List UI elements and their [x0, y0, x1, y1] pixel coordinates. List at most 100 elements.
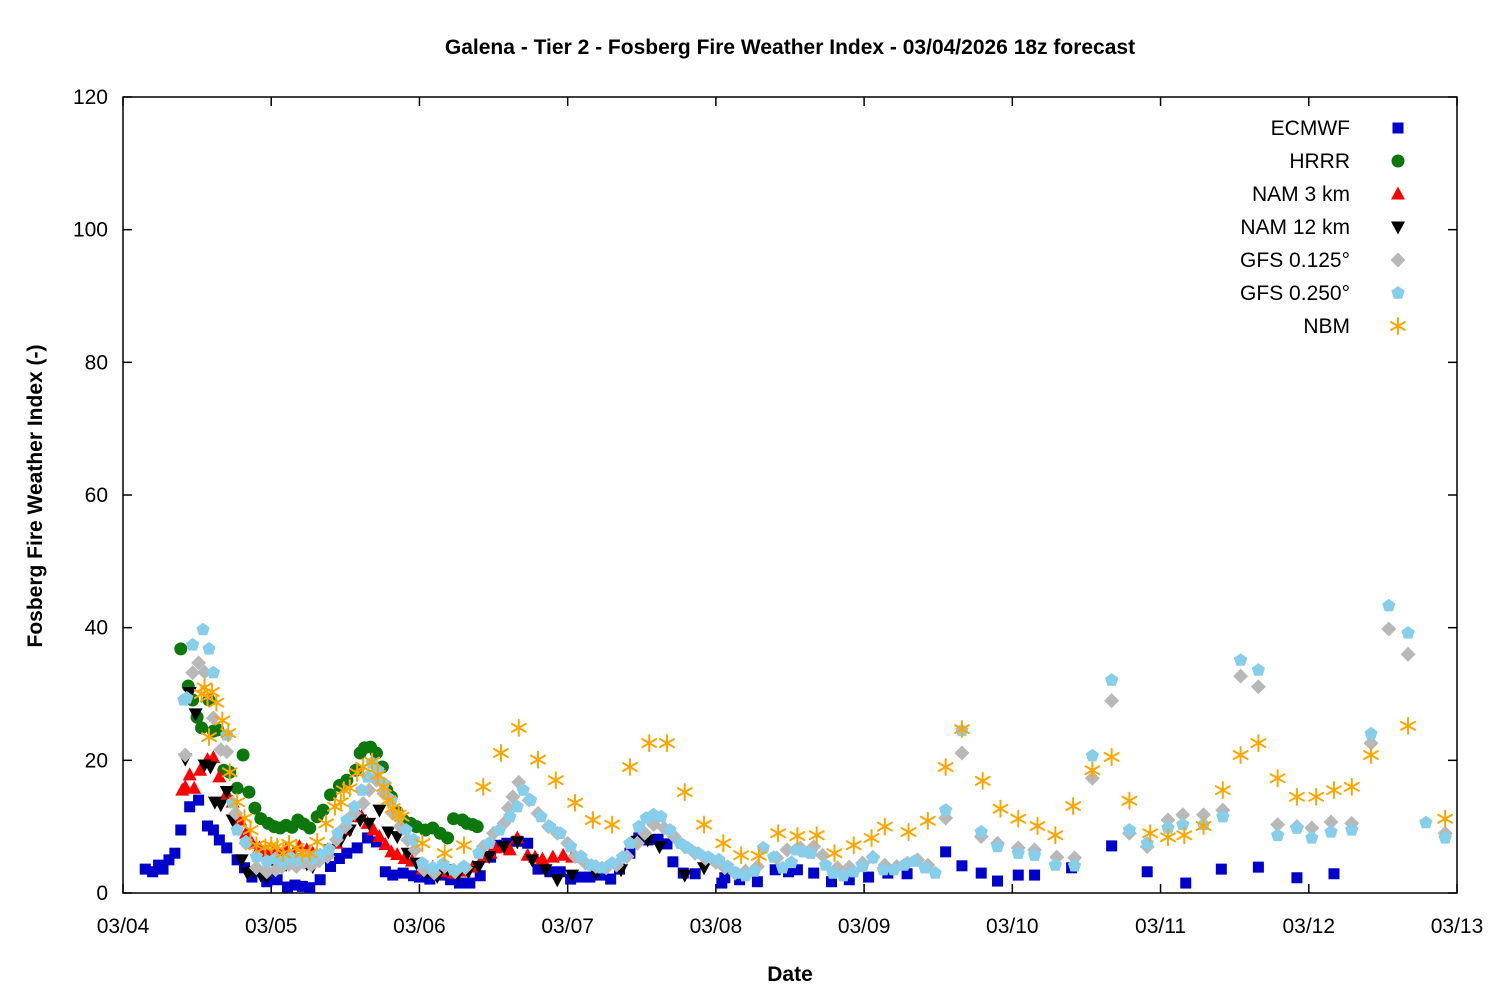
data-point-gfs-0-125: [185, 665, 201, 681]
data-point-nbm: [1250, 734, 1267, 753]
data-point-nbm: [370, 765, 386, 784]
data-point-ecmwf: [163, 854, 175, 866]
data-point-gfs-0-250: [826, 866, 840, 879]
data-point-gfs-0-125: [954, 745, 970, 761]
data-point-nbm: [1010, 809, 1027, 828]
data-point-nbm: [242, 820, 259, 839]
data-point-gfs-0-250: [1401, 626, 1415, 639]
data-point-nam-3-km: [397, 851, 412, 865]
data-point-nbm: [1160, 828, 1176, 847]
data-point-gfs-0-250: [340, 813, 354, 826]
data-point-gfs-0-125: [1270, 817, 1286, 833]
data-point-nbm: [455, 836, 472, 855]
data-point-nam-3-km: [556, 847, 571, 861]
data-point-gfs-0-250: [472, 846, 486, 859]
data-point-nbm: [1065, 797, 1082, 816]
data-point-nam-12-km: [652, 841, 667, 855]
data-point-ecmwf: [605, 873, 617, 885]
data-point-nbm: [826, 844, 843, 863]
data-point-nam-3-km: [545, 849, 560, 863]
data-point-nbm: [208, 693, 225, 712]
data-point-nbm: [584, 811, 601, 830]
data-point-nam-12-km: [565, 869, 580, 883]
data-point-nam-12-km: [525, 854, 540, 868]
data-point-gfs-0-250: [1027, 848, 1042, 861]
data-point-nbm: [393, 807, 410, 826]
data-point-gfs-0-250: [595, 860, 609, 874]
data-point-nbm: [733, 846, 750, 865]
data-point-ecmwf: [207, 824, 219, 836]
data-point-gfs-0-250: [847, 864, 861, 878]
data-point-gfs-0-125: [1196, 807, 1212, 823]
data-point-gfs-0-250: [331, 826, 345, 839]
data-point-gfs-0-250: [553, 826, 567, 839]
data-point-nam-3-km: [390, 847, 405, 861]
data-point-nam-12-km: [697, 862, 712, 876]
data-point-ecmwf: [751, 876, 763, 888]
data-point-ecmwf: [863, 871, 875, 883]
data-point-nbm: [214, 711, 231, 730]
x-tick-label: 03/05: [245, 915, 298, 938]
data-point-hrrr: [316, 803, 330, 817]
data-point-ecmwf: [169, 847, 181, 859]
data-point-nam-12-km: [203, 761, 218, 775]
data-point-nbm: [318, 814, 334, 833]
data-point-nbm: [604, 815, 621, 834]
data-point-gfs-0-125: [1233, 668, 1249, 684]
data-point-ecmwf: [554, 866, 566, 878]
data-point-ecmwf: [808, 867, 820, 879]
data-point-nbm: [1121, 791, 1138, 810]
data-point-nbm: [221, 763, 238, 782]
data-point-gfs-0-250: [767, 850, 781, 863]
data-point-nbm: [547, 771, 564, 790]
data-point-gfs-0-250: [1105, 673, 1119, 686]
data-point-gfs-0-250: [249, 849, 264, 863]
data-point-gfs-0-125: [1323, 814, 1339, 830]
data-point-nbm: [1363, 746, 1379, 765]
data-point-gfs-0-125: [197, 664, 213, 680]
data-point-nbm: [414, 834, 431, 853]
legend-marker-nam-12-km: [1391, 221, 1405, 235]
data-point-gfs-0-250: [534, 809, 548, 823]
data-point-ecmwf: [667, 856, 679, 868]
data-point-nbm: [1308, 787, 1325, 806]
data-point-gfs-0-250: [897, 858, 911, 871]
data-point-ecmwf: [464, 877, 476, 889]
data-point-ecmwf: [594, 869, 606, 881]
data-point-nbm: [900, 822, 917, 841]
data-point-ecmwf: [201, 820, 213, 832]
data-point-gfs-0-125: [228, 805, 244, 821]
data-point-ecmwf: [1141, 866, 1153, 878]
legend-marker-hrrr: [1391, 154, 1405, 168]
data-point-nam-3-km: [193, 762, 208, 776]
data-point-nam-3-km: [535, 851, 550, 865]
data-point-gfs-0-250: [691, 846, 705, 859]
data-point-ecmwf: [362, 832, 374, 844]
data-point-gfs-0-250: [756, 840, 770, 854]
data-point-ecmwf: [193, 794, 205, 806]
data-point-ecmwf: [1029, 869, 1041, 881]
data-point-gfs-0-250: [196, 622, 210, 636]
data-point-gfs-0-250: [482, 836, 496, 849]
data-point-ecmwf: [246, 871, 258, 883]
data-point-gfs-0-250: [1438, 830, 1452, 844]
data-point-ecmwf: [661, 838, 673, 850]
data-point-gfs-0-125: [1175, 807, 1191, 823]
data-point-nbm: [937, 757, 954, 776]
data-point-ecmwf: [341, 847, 353, 859]
data-point-hrrr: [470, 820, 484, 834]
data-point-gfs-0-250: [186, 637, 200, 651]
data-point-nbm: [332, 793, 349, 812]
data-point-nbm: [750, 846, 767, 865]
data-point-ecmwf: [351, 842, 363, 854]
data-point-nam-12-km: [471, 860, 486, 874]
data-point-nbm: [1343, 777, 1360, 796]
data-point-nbm: [301, 844, 318, 863]
data-point-gfs-0-250: [866, 850, 880, 864]
data-point-gfs-0-250: [775, 860, 790, 874]
data-point-ecmwf: [843, 874, 855, 886]
data-point-gfs-0-125: [1304, 820, 1320, 836]
data-point-ecmwf: [956, 860, 968, 872]
data-point-nam-12-km: [538, 864, 553, 878]
